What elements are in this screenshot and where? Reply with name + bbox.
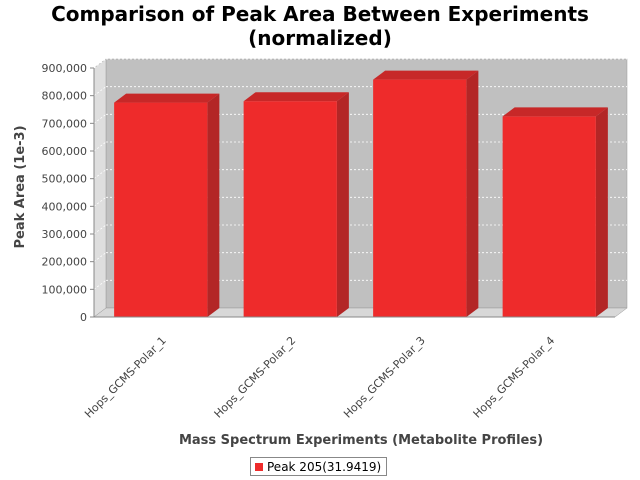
y-tick-label: 200,000 <box>42 256 88 269</box>
grid-line-side <box>93 169 107 179</box>
chart-title-line-1: Comparison of Peak Area Between Experime… <box>51 2 589 26</box>
grid-line-side <box>93 252 107 262</box>
bar-front <box>114 102 208 317</box>
x-tick-label: Hops_GCMS-Polar_2 <box>212 334 299 421</box>
x-tick-label: Hops_GCMS-Polar_3 <box>341 334 428 421</box>
bar-front <box>243 101 337 317</box>
bar-top <box>243 92 349 102</box>
bar <box>502 107 608 318</box>
chart-title-line-2: (normalized) <box>248 26 392 50</box>
y-tick-label: 300,000 <box>42 228 88 241</box>
bar-front <box>502 116 596 318</box>
grid-line-side <box>93 141 107 152</box>
bar-top <box>114 93 220 103</box>
grid-line-side <box>93 114 107 124</box>
bar-side <box>595 107 608 318</box>
bar-side <box>207 93 220 317</box>
y-tick-label: 900,000 <box>42 62 88 75</box>
bar-top <box>373 70 479 80</box>
legend-label: Peak 205(31.9419) <box>267 459 382 474</box>
x-tick-label: Hops_GCMS-Polar_1 <box>82 334 169 421</box>
grid-line-side <box>93 280 107 290</box>
x-tick-label: Hops_GCMS-Polar_4 <box>471 334 558 421</box>
plot-left-wall <box>93 58 107 318</box>
bar-side <box>336 92 349 317</box>
y-tick-label: 700,000 <box>42 117 88 130</box>
bar <box>243 92 349 317</box>
y-axis-label: Peak Area (1e-3) <box>13 125 28 248</box>
y-tick-label: 500,000 <box>42 173 88 186</box>
bar-side <box>466 70 479 318</box>
y-tick-label: 600,000 <box>42 145 88 158</box>
bar <box>114 93 220 317</box>
chart-title: Comparison of Peak Area Between Experime… <box>0 2 640 50</box>
grid-line-side <box>93 224 107 235</box>
grid-line-side <box>93 197 107 207</box>
y-tick-label: 400,000 <box>42 200 88 213</box>
legend: Peak 205(31.9419) <box>250 457 388 476</box>
x-axis-label: Mass Spectrum Experiments (Metabolite Pr… <box>179 433 543 448</box>
y-tick-label: 100,000 <box>42 283 88 296</box>
grid-line-side <box>93 86 107 96</box>
bars <box>114 70 608 318</box>
grid-line-side <box>93 58 107 69</box>
x-axis: Hops_GCMS-Polar_1 Hops_GCMS-Polar_2 Hops_G… <box>82 316 615 421</box>
y-tick-label: 0 <box>80 311 87 324</box>
y-axis: 0 100,000 200,000 300,000 400,000 500,000 600,… <box>42 62 95 324</box>
bar <box>373 70 479 318</box>
legend-swatch <box>255 462 263 471</box>
bar-top <box>502 107 608 117</box>
grid-lines <box>93 58 627 290</box>
bar-front <box>373 79 467 318</box>
y-tick-label: 800,000 <box>42 90 88 103</box>
